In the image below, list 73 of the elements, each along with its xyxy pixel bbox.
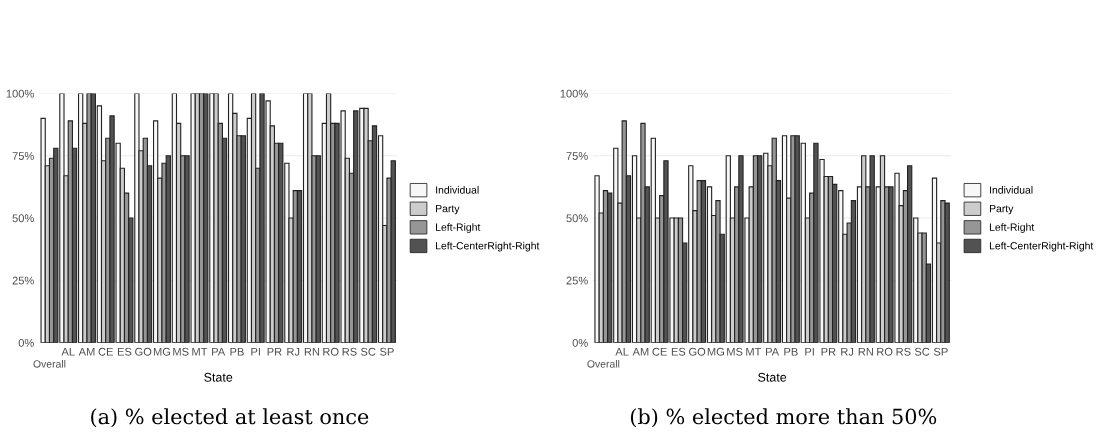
legend-label: Left-Right: [989, 223, 1035, 233]
bar: [771, 137, 777, 343]
bar: [594, 175, 600, 343]
y-tick-label: 75%: [12, 152, 34, 160]
text: (a) % elected at least once: [91, 408, 369, 428]
bar: [353, 110, 359, 343]
bar: [921, 232, 927, 343]
x-tick-label: SC: [914, 347, 930, 356]
x-tick-label: AM: [632, 347, 649, 356]
x-tick-label: ES: [117, 347, 132, 356]
x-axis-title: State: [204, 372, 233, 382]
x-tick-label: AL: [61, 347, 75, 356]
bar: [696, 180, 702, 343]
bar: [363, 107, 369, 343]
legend-label: Individual: [436, 186, 479, 194]
x-tick-label: RO: [323, 347, 339, 356]
x-tick-label: Overall: [587, 360, 620, 368]
bar: [213, 93, 219, 343]
x-tick-label: Overall: [33, 360, 66, 368]
legend-label: Left-CenterRight-Right: [436, 241, 540, 252]
x-tick-label: GO: [135, 347, 152, 356]
bar: [86, 93, 92, 343]
x-tick-label: MS: [173, 347, 189, 356]
y-tick-label: 0%: [18, 338, 34, 347]
x-tick-label: PB: [784, 347, 798, 356]
y-tick-label: 50%: [12, 214, 34, 223]
x-tick-label: MG: [707, 347, 724, 356]
bar: [738, 155, 744, 343]
x-tick-label: CE: [652, 347, 667, 356]
x-tick-label: MS: [727, 347, 743, 356]
legend-label: Left-Right: [436, 223, 481, 233]
bar: [390, 160, 396, 343]
y-tick-label: 75%: [566, 152, 588, 160]
legend-label: Left-CenterRight-Right: [989, 241, 1094, 252]
x-tick-label: PB: [230, 347, 244, 356]
bar: [944, 202, 950, 343]
x-tick-label: CE: [98, 347, 113, 356]
x-tick-label: SP: [933, 347, 948, 356]
legend-label: Party: [436, 205, 460, 215]
x-tick-label: PA: [212, 347, 226, 356]
x-tick-label: RS: [342, 347, 357, 356]
x-tick-label: MT: [746, 347, 762, 356]
x-tick-label: PI: [805, 347, 814, 356]
y-tick-label: 100%: [560, 89, 588, 98]
x-tick-label: AM: [78, 347, 95, 356]
y-tick-label: 25%: [12, 276, 34, 285]
x-tick-label: RN: [858, 347, 873, 356]
x-tick-label: MT: [192, 347, 208, 356]
legend-label: Individual: [990, 186, 1033, 194]
x-tick-label: SC: [360, 347, 376, 356]
x-tick-label: RJ: [841, 347, 854, 356]
x-tick-label: RO: [877, 347, 893, 356]
y-tick-label: 50%: [566, 214, 588, 223]
legend-label: Party: [989, 205, 1014, 215]
x-tick-label: RJ: [287, 347, 300, 356]
x-tick-label: RN: [304, 347, 320, 356]
x-tick-label: PI: [251, 347, 260, 356]
y-tick-label: 0%: [572, 338, 588, 347]
x-tick-label: AL: [615, 347, 629, 356]
y-tick-label: 25%: [566, 276, 588, 285]
x-tick-label: ES: [671, 347, 686, 356]
x-tick-label: PR: [267, 347, 282, 356]
bar: [203, 93, 209, 343]
x-tick-label: MG: [153, 347, 171, 356]
text: (b) % elected more than 50%: [630, 408, 937, 428]
x-tick-label: GO: [689, 347, 706, 356]
x-tick-label: SP: [380, 347, 394, 356]
x-tick-label: PA: [766, 347, 780, 356]
bar: [621, 120, 627, 343]
x-tick-label: PR: [821, 347, 836, 356]
x-axis-title: State: [758, 372, 787, 382]
y-tick-label: 100%: [6, 89, 34, 98]
x-tick-label: RS: [896, 347, 911, 356]
